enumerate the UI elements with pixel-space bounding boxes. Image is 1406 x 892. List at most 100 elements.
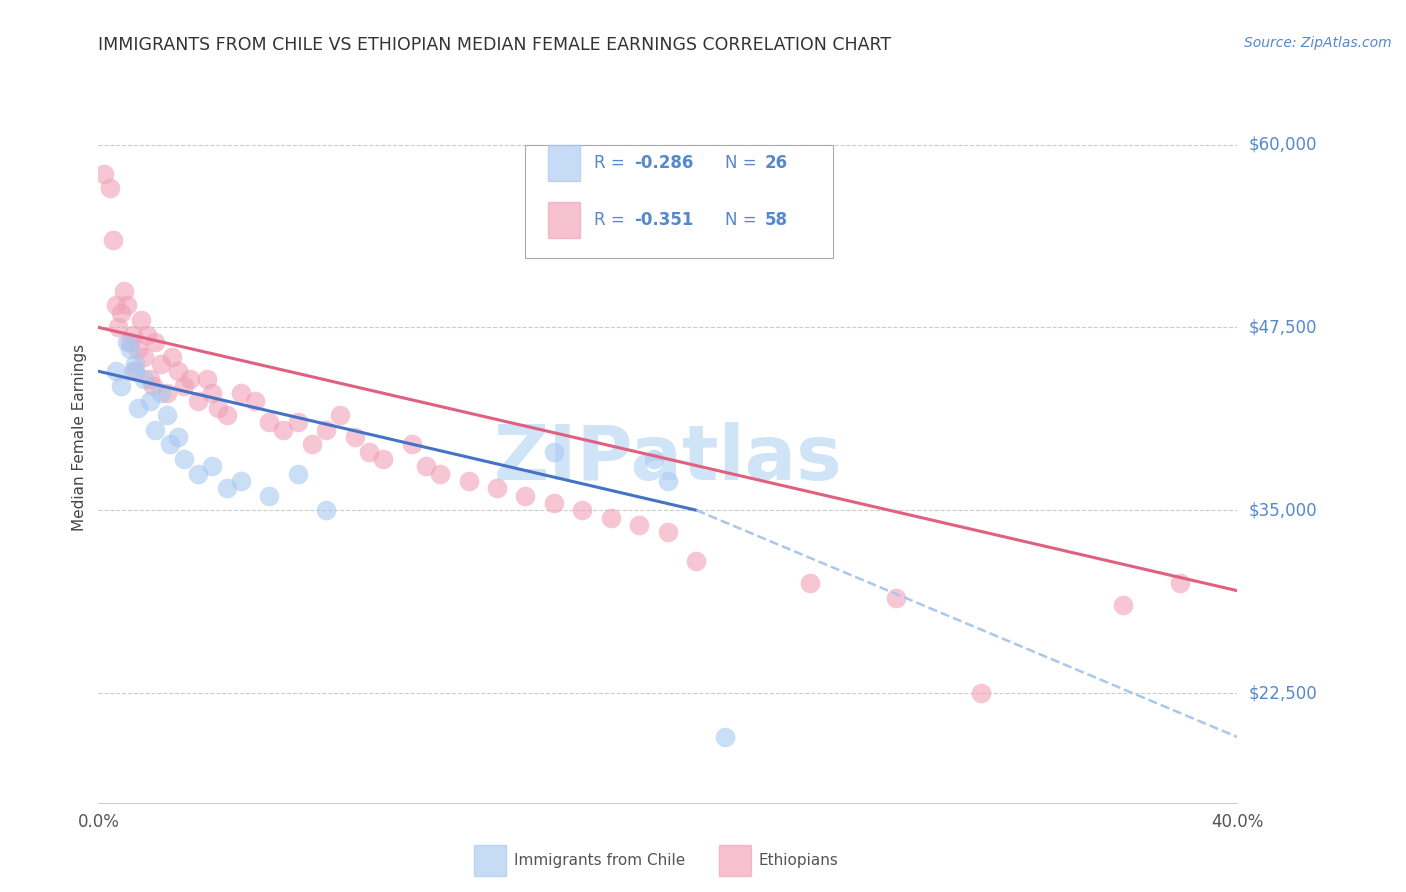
Point — [124, 357, 146, 371]
Text: 58: 58 — [765, 211, 787, 229]
Text: $35,000: $35,000 — [1249, 501, 1317, 519]
Point — [585, 225, 607, 239]
Point — [329, 408, 352, 422]
Bar — [548, 145, 581, 181]
Text: $60,000: $60,000 — [1249, 136, 1317, 153]
Point — [685, 554, 707, 568]
Point — [259, 416, 281, 430]
Point — [159, 437, 181, 451]
Text: $22,500: $22,500 — [1249, 684, 1317, 702]
Point — [138, 393, 160, 408]
Point — [486, 481, 509, 495]
Bar — [474, 846, 506, 876]
Point — [150, 386, 173, 401]
Bar — [548, 202, 581, 238]
Point — [543, 496, 565, 510]
Point — [98, 181, 121, 195]
Point — [215, 408, 238, 422]
Point — [273, 423, 295, 437]
Point — [315, 423, 337, 437]
Point — [115, 298, 138, 312]
Point — [110, 306, 132, 320]
Text: R =: R = — [593, 211, 630, 229]
Point — [215, 481, 238, 495]
Point — [315, 503, 337, 517]
Text: ZIPatlas: ZIPatlas — [494, 422, 842, 496]
Point — [373, 452, 395, 467]
Point — [287, 467, 309, 481]
Point — [112, 284, 135, 298]
Point — [107, 320, 129, 334]
Point — [628, 517, 651, 532]
Point — [301, 437, 323, 451]
Point — [115, 334, 138, 349]
Point — [110, 379, 132, 393]
Point — [415, 459, 437, 474]
Point — [195, 371, 218, 385]
Point — [121, 327, 143, 342]
Point — [657, 474, 679, 488]
Text: N =: N = — [725, 211, 762, 229]
Point — [571, 503, 593, 517]
Point — [429, 467, 451, 481]
Point — [643, 452, 665, 467]
Point — [1170, 576, 1192, 591]
Point — [104, 298, 127, 312]
Point — [121, 364, 143, 378]
Point — [243, 393, 266, 408]
Text: R =: R = — [593, 153, 630, 172]
Point — [187, 393, 209, 408]
Point — [457, 474, 479, 488]
Point — [515, 489, 537, 503]
Point — [201, 459, 224, 474]
Text: Immigrants from Chile: Immigrants from Chile — [515, 853, 685, 868]
Point — [156, 408, 179, 422]
Point — [141, 379, 163, 393]
Point — [287, 416, 309, 430]
Point — [173, 452, 195, 467]
Point — [167, 430, 190, 444]
Point — [970, 686, 993, 700]
Point — [201, 386, 224, 401]
Point — [207, 401, 229, 415]
Text: 26: 26 — [765, 153, 787, 172]
Point — [104, 364, 127, 378]
Point — [173, 379, 195, 393]
Text: -0.351: -0.351 — [634, 211, 693, 229]
Point — [118, 343, 141, 357]
Point — [162, 350, 184, 364]
Point — [229, 386, 252, 401]
Point — [127, 401, 149, 415]
Point — [150, 357, 173, 371]
Point — [101, 233, 124, 247]
FancyBboxPatch shape — [526, 145, 832, 258]
Point — [135, 327, 157, 342]
Point — [118, 334, 141, 349]
Point — [357, 444, 380, 458]
Point — [167, 364, 190, 378]
Point — [229, 474, 252, 488]
Text: -0.286: -0.286 — [634, 153, 693, 172]
Text: IMMIGRANTS FROM CHILE VS ETHIOPIAN MEDIAN FEMALE EARNINGS CORRELATION CHART: IMMIGRANTS FROM CHILE VS ETHIOPIAN MEDIA… — [98, 36, 891, 54]
Point — [132, 371, 155, 385]
Point — [132, 350, 155, 364]
Text: $47,500: $47,500 — [1249, 318, 1317, 336]
Point — [187, 467, 209, 481]
Point — [714, 730, 737, 744]
Point — [600, 510, 623, 524]
Text: Ethiopians: Ethiopians — [759, 853, 839, 868]
Point — [799, 576, 821, 591]
Point — [543, 444, 565, 458]
Point — [179, 371, 201, 385]
Text: N =: N = — [725, 153, 762, 172]
Point — [93, 167, 115, 181]
Point — [343, 430, 366, 444]
Point — [138, 371, 160, 385]
Text: Source: ZipAtlas.com: Source: ZipAtlas.com — [1244, 36, 1392, 50]
Point — [127, 343, 149, 357]
Point — [401, 437, 423, 451]
Point — [1112, 599, 1135, 613]
Point — [145, 334, 167, 349]
Point — [129, 313, 152, 327]
Point — [156, 386, 179, 401]
